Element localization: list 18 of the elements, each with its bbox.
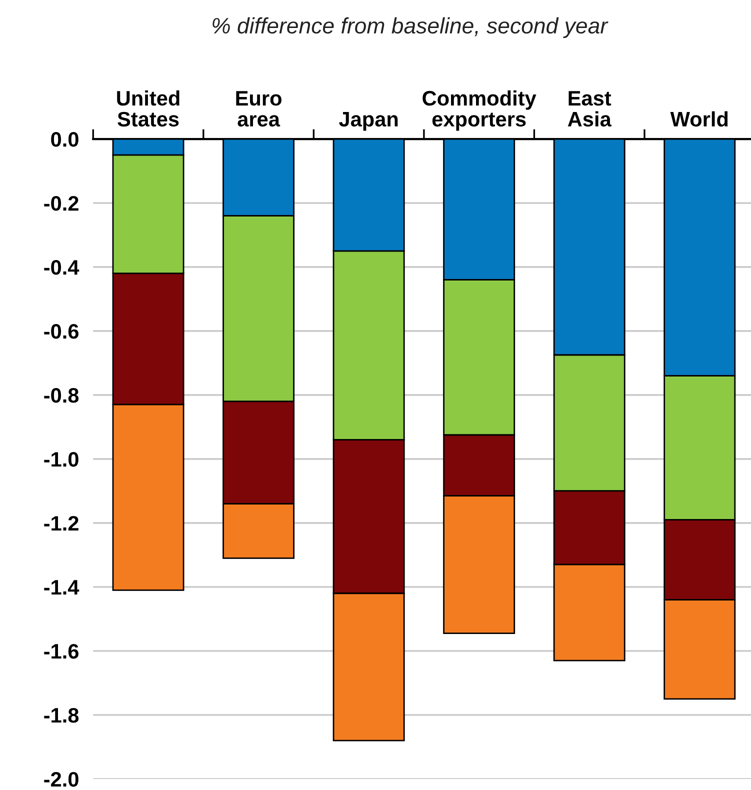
y-tick-label: -0.8 — [44, 388, 79, 403]
x-tick-label: Commodity exporters — [422, 90, 536, 131]
y-tick-label: 0.0 — [51, 132, 78, 147]
x-tick-label: East Asia — [568, 91, 612, 127]
y-tick-label: -0.6 — [44, 324, 78, 339]
chart-subtitle: % difference from baseline, second year — [212, 17, 608, 38]
y-tick-label: -1.8 — [44, 708, 79, 723]
y-tick-label: -1.2 — [44, 516, 78, 531]
y-tick-label: -1.6 — [44, 644, 78, 659]
y-tick-label: -1.4 — [44, 580, 80, 595]
x-tick-label: Japan — [339, 112, 398, 131]
x-tick-label: United States — [117, 90, 180, 127]
y-tick-label: -0.4 — [44, 260, 80, 275]
x-tick-label: Euro area — [236, 91, 282, 127]
y-tick-label: -0.2 — [44, 196, 78, 211]
y-tick-label: -2.0 — [44, 772, 78, 787]
x-tick-label: World — [670, 111, 728, 127]
y-tick-label: -1.0 — [44, 452, 78, 467]
